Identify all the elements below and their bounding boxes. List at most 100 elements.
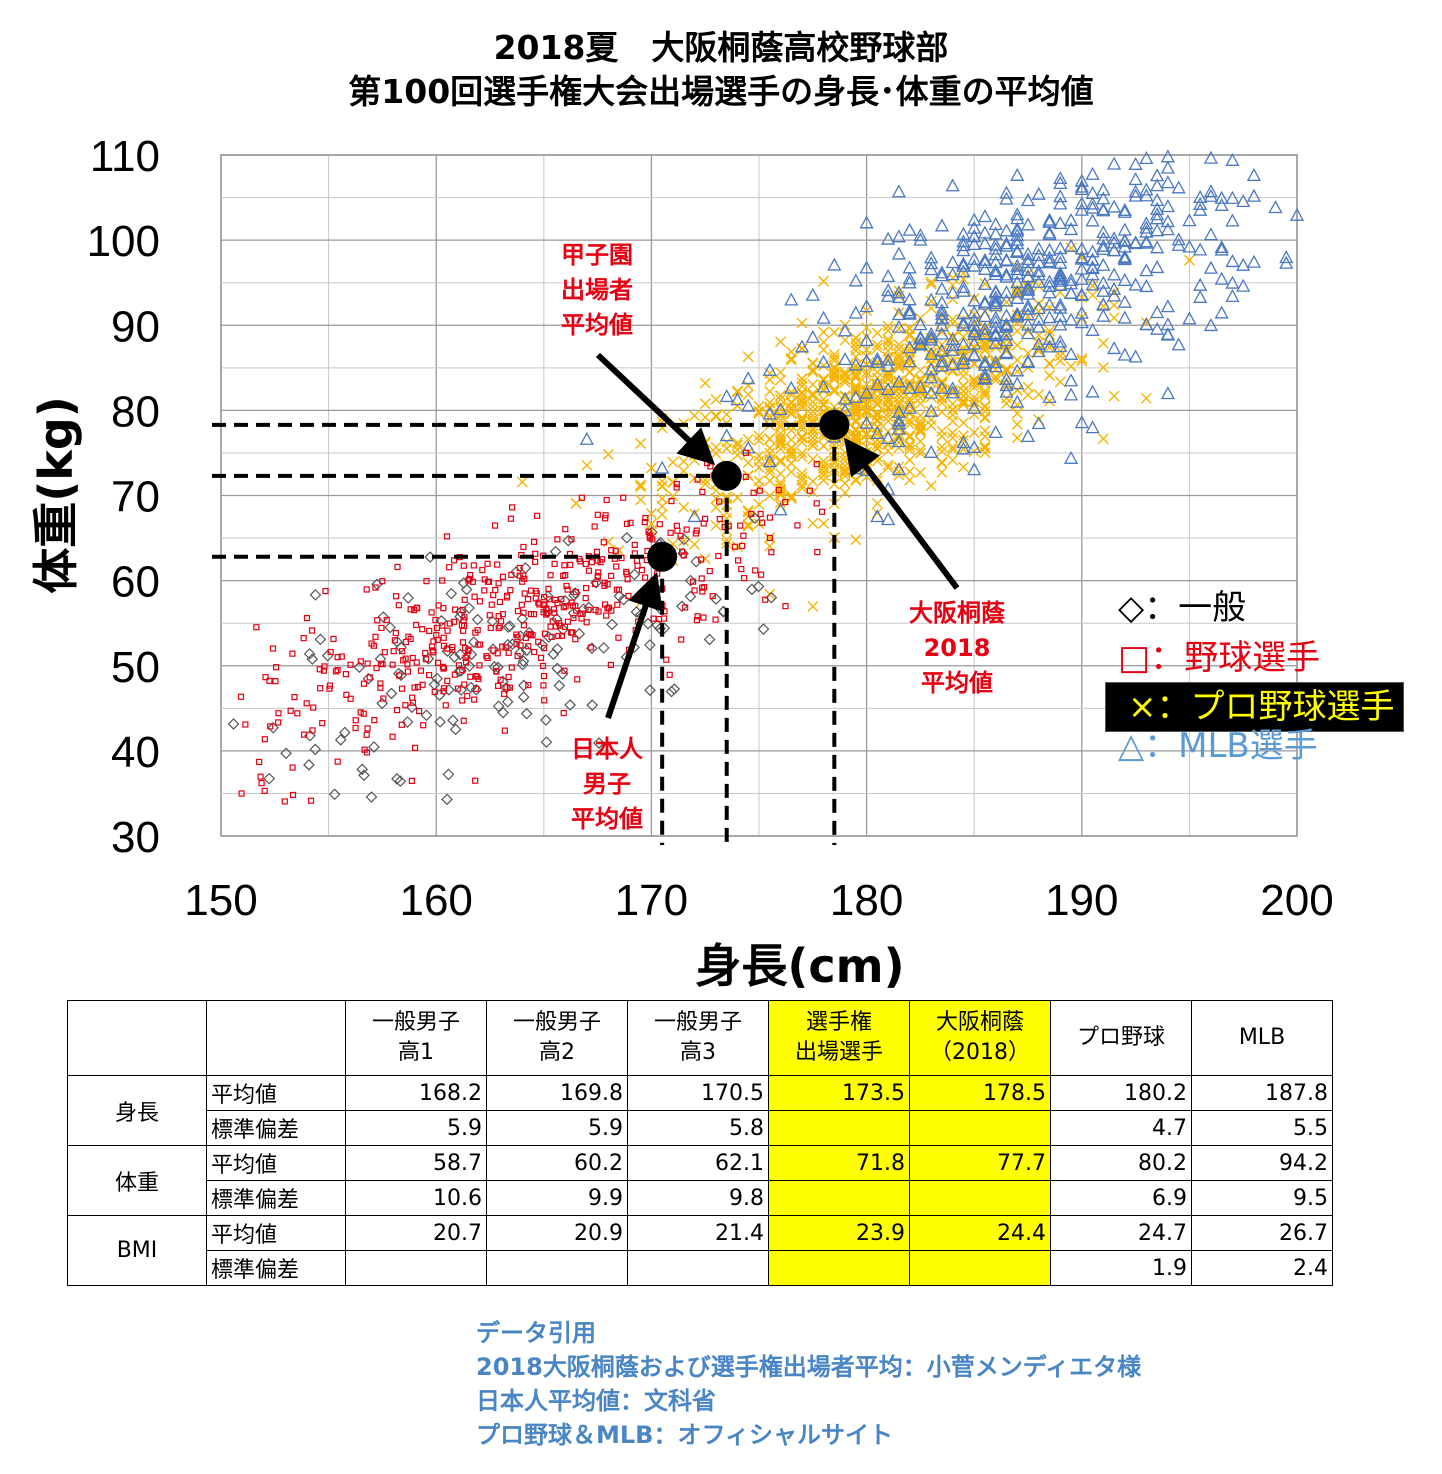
point-triangle — [1010, 266, 1025, 280]
point-triangle — [1246, 167, 1262, 181]
point-cross — [785, 352, 797, 364]
point-cross — [947, 398, 959, 410]
point-cross — [893, 396, 905, 408]
point-triangle — [1042, 225, 1057, 239]
point-square — [541, 630, 549, 637]
point-square — [472, 777, 479, 784]
point-cross — [775, 468, 787, 480]
point-cross — [850, 423, 862, 435]
point-cross — [1076, 355, 1088, 367]
point-square — [497, 618, 505, 625]
point-triangle — [956, 279, 971, 293]
point-square — [539, 662, 547, 670]
point-triangle — [977, 371, 993, 385]
point-triangle — [977, 236, 993, 250]
point-square — [534, 512, 541, 519]
point-cross — [957, 331, 969, 343]
point-cross — [1011, 407, 1023, 419]
point-cross — [721, 409, 733, 421]
point-triangle — [1063, 238, 1079, 252]
table-cell: 178.5 — [909, 1075, 1051, 1111]
point-triangle — [1020, 279, 1036, 293]
point-diamond — [746, 583, 758, 596]
point-square — [547, 572, 554, 579]
point-square — [400, 657, 407, 664]
point-square — [483, 653, 490, 660]
point-cross — [635, 481, 647, 493]
point-square — [377, 680, 384, 687]
point-triangle — [977, 326, 993, 340]
point-triangle — [741, 371, 756, 385]
point-triangle — [1042, 297, 1057, 311]
point-triangle — [902, 340, 917, 354]
point-triangle — [934, 343, 950, 357]
point-square — [699, 584, 706, 591]
point-square — [442, 702, 449, 709]
point-triangle — [924, 385, 939, 399]
point-cross — [764, 385, 776, 397]
x-axis-title: 身長(cm) — [695, 939, 904, 993]
point-cross — [828, 326, 840, 338]
point-cross — [861, 344, 873, 356]
point-triangle — [1096, 182, 1111, 196]
point-square — [372, 584, 379, 591]
point-square — [459, 697, 466, 704]
point-square — [623, 520, 631, 527]
point-triangle — [859, 385, 874, 399]
point-square — [470, 562, 477, 569]
point-triangle — [988, 237, 1003, 251]
annotation-arrow — [605, 571, 663, 719]
point-cross — [947, 444, 959, 456]
point-triangle — [902, 400, 917, 414]
point-triangle — [805, 287, 820, 301]
point-triangle — [1053, 277, 1068, 291]
point-triangle — [1031, 248, 1046, 262]
point-cross — [850, 360, 862, 372]
point-diamond — [567, 607, 580, 620]
point-cross — [818, 455, 830, 467]
point-cross — [807, 517, 819, 529]
point-cross — [818, 518, 830, 530]
point-triangle — [1193, 242, 1208, 256]
point-cross — [742, 433, 754, 445]
point-triangle — [999, 238, 1014, 252]
point-cross — [775, 487, 787, 499]
x-tick-label: 180 — [830, 876, 903, 925]
point-triangle — [1031, 186, 1046, 200]
point-triangle — [1193, 289, 1208, 303]
point-square — [440, 605, 447, 612]
point-triangle — [988, 267, 1003, 281]
point-cross — [850, 382, 862, 394]
point-square — [709, 593, 716, 600]
point-triangle — [1063, 212, 1079, 226]
point-diamond — [597, 642, 610, 654]
point-diamond — [263, 772, 276, 785]
point-square — [291, 693, 298, 701]
point-cross — [904, 323, 916, 335]
point-triangle — [988, 255, 1003, 269]
point-triangle — [1074, 288, 1089, 302]
point-triangle — [945, 385, 960, 399]
point-triangle — [1010, 223, 1025, 237]
point-diamond — [613, 590, 626, 602]
point-cross — [957, 398, 969, 410]
table-stat-label: 平均値 — [206, 1215, 346, 1251]
point-square — [620, 494, 627, 501]
point-square — [680, 552, 687, 559]
point-triangle — [1096, 297, 1111, 311]
point-cross — [710, 409, 722, 421]
point-diamond — [492, 661, 504, 674]
point-triangle — [1150, 240, 1165, 254]
point-triangle — [1020, 193, 1036, 207]
table-cell — [768, 1180, 910, 1216]
point-cross — [796, 471, 808, 483]
point-cross — [957, 385, 969, 397]
point-triangle — [1160, 160, 1175, 174]
point-triangle — [1010, 376, 1025, 390]
x-tick-label: 160 — [399, 876, 472, 925]
point-triangle — [1225, 275, 1240, 289]
point-square — [533, 590, 540, 597]
annotation-label: 平均値 — [921, 669, 993, 697]
point-triangle — [902, 354, 917, 368]
point-diamond — [442, 768, 455, 781]
